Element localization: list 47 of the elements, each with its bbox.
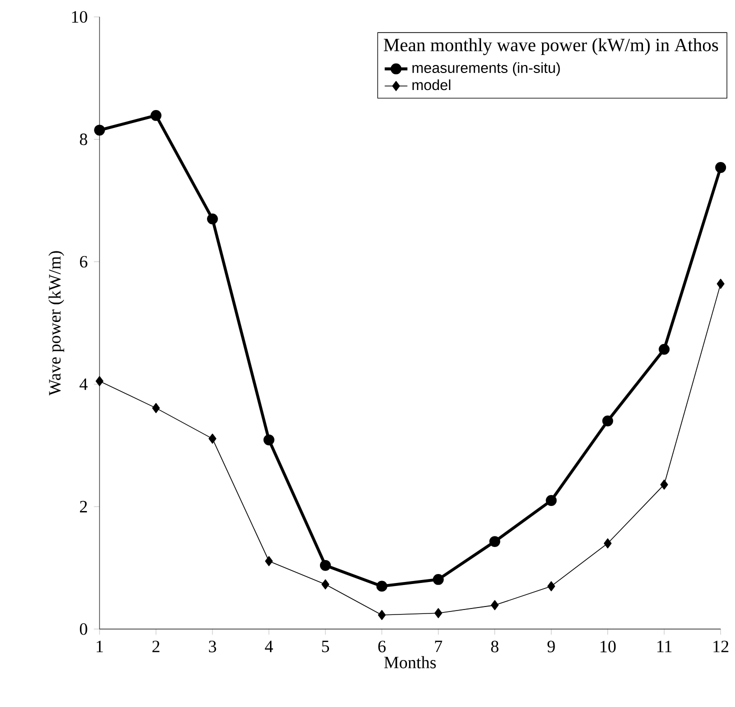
point — [320, 560, 331, 571]
point — [434, 608, 442, 618]
x-tick-label: 8 — [491, 640, 498, 653]
y-tick-label: 6 — [80, 256, 88, 268]
x-tick-label: 2 — [152, 640, 160, 652]
point — [602, 416, 614, 427]
point — [658, 344, 670, 355]
legend-label: model — [412, 80, 450, 90]
point — [94, 124, 105, 136]
point — [547, 581, 556, 592]
y-axis-title: Wave power (kW/m) — [48, 251, 64, 396]
point — [263, 434, 274, 446]
y-tick-label: 4 — [80, 378, 88, 390]
x-tick-label: 7 — [435, 640, 442, 652]
y-tick-label: 10 — [72, 11, 88, 23]
x-tick-label: 9 — [547, 640, 555, 652]
point — [376, 580, 388, 592]
point — [96, 376, 104, 386]
x-tick-label: 10 — [600, 640, 616, 653]
x-tick-label: 6 — [378, 640, 386, 652]
point — [150, 110, 162, 122]
y-tick-label: 2 — [80, 501, 87, 512]
x-tick-label: 4 — [264, 640, 273, 652]
y-tick-label: 0 — [80, 623, 88, 636]
point — [660, 480, 668, 490]
x-tick-label: 3 — [208, 640, 216, 652]
point — [716, 278, 725, 290]
x-tick-label: 1 — [96, 640, 103, 652]
point — [152, 403, 160, 414]
point — [322, 579, 330, 590]
x-tick-label: 11 — [657, 640, 672, 652]
point — [265, 556, 273, 566]
x-tick-label: 12 — [714, 640, 728, 652]
point — [378, 610, 386, 620]
point — [604, 538, 612, 549]
x-axis-title: Months — [384, 656, 436, 668]
point — [432, 574, 444, 586]
legend-title: Mean monthly wave power (kW/m) in Athos — [384, 38, 718, 56]
point — [546, 495, 557, 506]
point — [208, 434, 216, 444]
x-tick-label: 5 — [322, 640, 330, 652]
point — [715, 162, 726, 174]
y-tick-label: 8 — [80, 134, 88, 146]
point — [490, 600, 499, 610]
legend-label: measurements (in-situ) — [412, 62, 560, 76]
point — [207, 214, 218, 225]
point — [489, 536, 500, 548]
